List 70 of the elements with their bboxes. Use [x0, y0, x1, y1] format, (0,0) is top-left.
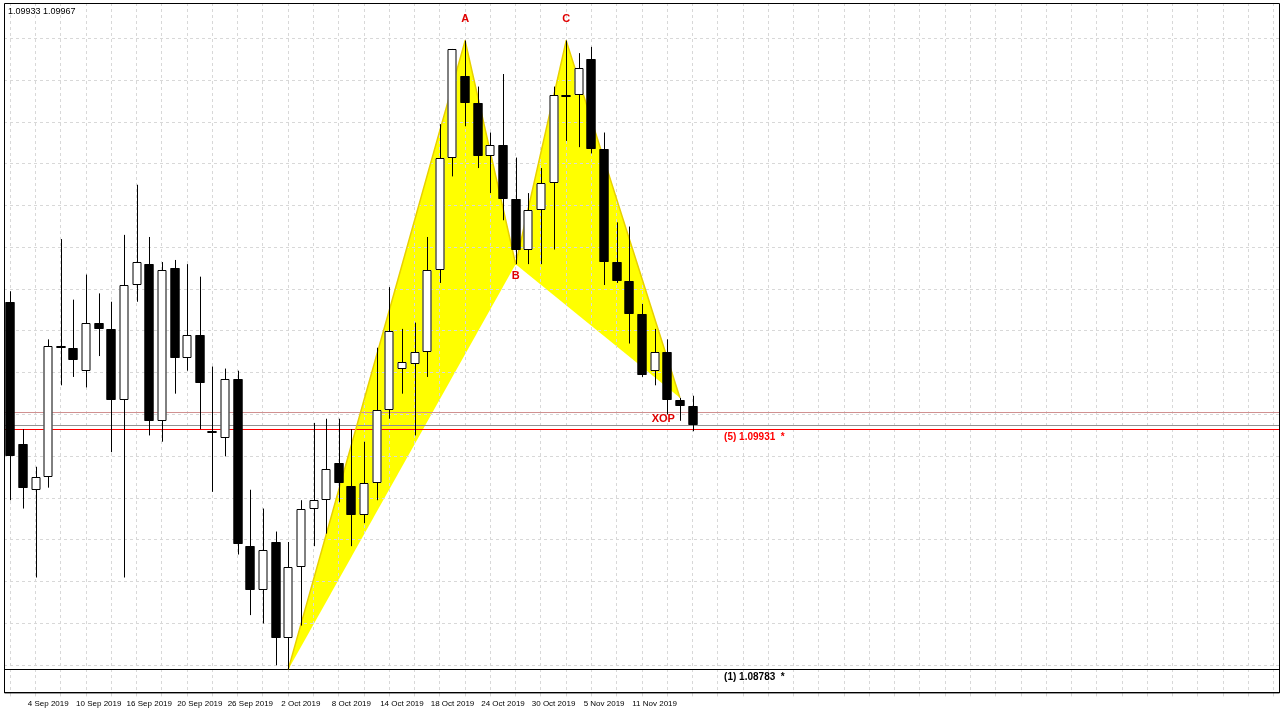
candlestick — [372, 347, 382, 501]
candlestick — [94, 292, 104, 357]
candlestick — [599, 132, 609, 286]
x-tick-label: 18 Oct 2019 — [430, 699, 475, 709]
candlestick — [346, 428, 356, 547]
candlestick — [688, 395, 698, 432]
x-tick-label: 4 Sep 2019 — [27, 699, 70, 709]
candlestick — [485, 132, 495, 194]
data-label: C — [562, 12, 571, 25]
candlestick — [511, 157, 521, 265]
x-tick-label: 10 Sep 2019 — [76, 699, 122, 709]
candlestick — [170, 259, 180, 395]
x-tick-label: 5 Nov 2019 — [583, 699, 626, 709]
candlestick — [447, 49, 457, 177]
ref-line-label: (1) 1.08783 * — [724, 670, 785, 682]
candlestick — [460, 40, 470, 127]
candlestick — [384, 286, 394, 420]
x-tick-label: 30 Oct 2019 — [531, 699, 576, 709]
candlestick — [132, 184, 142, 303]
candlestick — [195, 276, 205, 430]
x-tick-label: 20 Sep 2019 — [177, 699, 224, 709]
candlestick — [321, 418, 331, 535]
candlestick — [536, 167, 546, 265]
candlestick — [435, 123, 445, 284]
x-tick-label: 14 Oct 2019 — [380, 699, 425, 709]
candlestick — [549, 86, 559, 251]
candlestick — [523, 192, 533, 265]
candlestick — [637, 303, 647, 378]
candlestick — [397, 328, 407, 395]
candlestick — [233, 370, 243, 556]
candlestick — [586, 46, 596, 154]
candlestick — [106, 301, 116, 453]
candlestick — [258, 508, 268, 624]
candlestick — [43, 338, 53, 489]
x-tick-label: 24 Oct 2019 — [481, 699, 526, 709]
candlestick — [473, 86, 483, 169]
candlestick — [157, 261, 167, 443]
candlestick — [296, 499, 306, 627]
candlestick — [410, 322, 420, 436]
candlestick — [309, 422, 319, 547]
candlestick — [220, 368, 230, 457]
candlestick — [662, 338, 672, 416]
candlestick — [498, 73, 508, 221]
x-tick-label: 16 Sep 2019 — [126, 699, 173, 709]
candlestick — [359, 441, 369, 524]
annotation: 1.09933 1.09967 — [8, 5, 76, 16]
candlestick — [182, 263, 192, 372]
data-label: B — [511, 268, 520, 281]
x-tick-label: 2 Oct 2019 — [281, 699, 322, 709]
candlestick — [144, 236, 154, 436]
ref-line-label: (5) 1.09931 * — [724, 430, 785, 442]
x-tick-label: 8 Oct 2019 — [331, 699, 372, 709]
candlestick — [68, 299, 78, 378]
candlestick — [574, 52, 584, 148]
candlestick — [81, 274, 91, 388]
candlestick — [271, 531, 281, 666]
candlestick — [650, 328, 660, 386]
x-tick-label: 11 Nov 2019 — [632, 699, 678, 709]
data-label: A — [461, 12, 470, 25]
candlestick — [119, 234, 129, 578]
candlestick — [334, 418, 344, 503]
candlestick — [675, 397, 685, 422]
candlestick — [31, 466, 41, 578]
data-label: XOP — [651, 412, 675, 425]
x-tick-label: 26 Sep 2019 — [227, 699, 274, 709]
candlestick — [624, 226, 634, 345]
candlestick — [612, 221, 622, 284]
candlestick — [422, 236, 432, 378]
candlestick — [18, 428, 28, 510]
candlestick — [245, 489, 255, 616]
